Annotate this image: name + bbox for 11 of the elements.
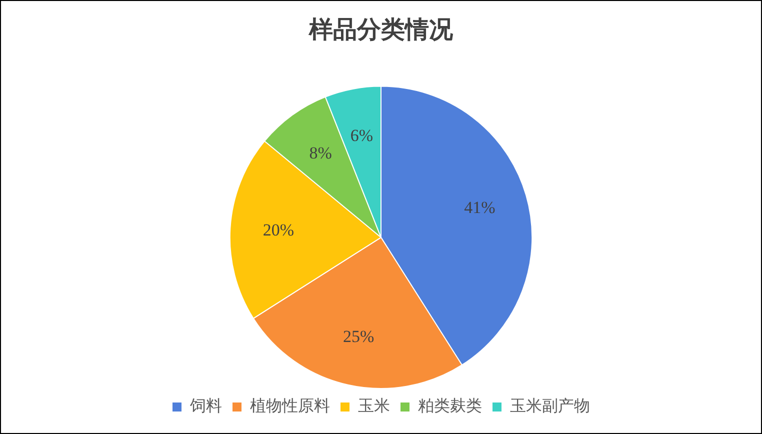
data-label: 41%: [464, 198, 496, 218]
data-label: 20%: [262, 220, 294, 240]
legend-label: 玉米副产物: [510, 396, 590, 416]
data-label: 8%: [309, 144, 332, 163]
data-label: 6%: [350, 126, 374, 145]
data-label: 25%: [343, 327, 374, 346]
legend-label: 饲料: [189, 396, 222, 416]
legend-label: 植物性原料: [250, 396, 330, 416]
chart-title: 样品分类情况: [308, 16, 454, 44]
legend-label: 粕类麸类: [418, 396, 482, 416]
legend-label: 玉米: [358, 396, 390, 416]
